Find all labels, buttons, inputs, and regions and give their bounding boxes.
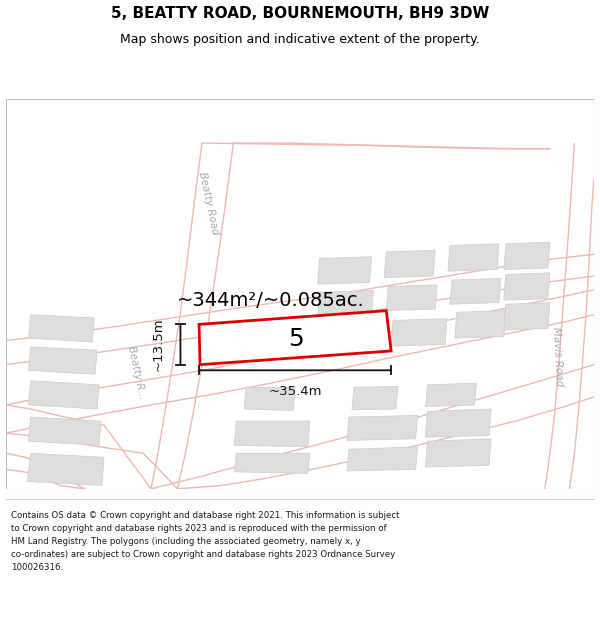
Polygon shape bbox=[28, 453, 104, 486]
Polygon shape bbox=[386, 285, 437, 311]
Polygon shape bbox=[455, 311, 506, 338]
Polygon shape bbox=[504, 272, 550, 300]
Text: ~13.5m: ~13.5m bbox=[152, 318, 165, 371]
Polygon shape bbox=[450, 279, 501, 304]
Polygon shape bbox=[384, 250, 435, 278]
Polygon shape bbox=[347, 447, 418, 471]
Polygon shape bbox=[317, 327, 379, 354]
Polygon shape bbox=[235, 453, 310, 474]
Polygon shape bbox=[425, 409, 491, 437]
Polygon shape bbox=[504, 242, 550, 269]
Text: ~35.4m: ~35.4m bbox=[268, 385, 322, 398]
Text: 5, BEATTY ROAD, BOURNEMOUTH, BH9 3DW: 5, BEATTY ROAD, BOURNEMOUTH, BH9 3DW bbox=[111, 6, 489, 21]
Text: Contains OS data © Crown copyright and database right 2021. This information is : Contains OS data © Crown copyright and d… bbox=[11, 511, 400, 572]
Polygon shape bbox=[244, 388, 295, 411]
Polygon shape bbox=[391, 319, 447, 346]
Polygon shape bbox=[425, 383, 476, 406]
Text: ~344m²/~0.085ac.: ~344m²/~0.085ac. bbox=[177, 291, 364, 310]
Text: Map shows position and indicative extent of the property.: Map shows position and indicative extent… bbox=[120, 32, 480, 46]
Polygon shape bbox=[235, 421, 310, 447]
Polygon shape bbox=[199, 311, 391, 364]
Polygon shape bbox=[29, 315, 94, 342]
Polygon shape bbox=[448, 244, 499, 271]
Polygon shape bbox=[504, 302, 550, 330]
Text: Beatty Road: Beatty Road bbox=[197, 171, 220, 236]
Text: 5: 5 bbox=[288, 327, 304, 351]
Polygon shape bbox=[29, 417, 101, 445]
Polygon shape bbox=[317, 257, 371, 284]
Polygon shape bbox=[29, 347, 97, 374]
Polygon shape bbox=[317, 291, 374, 316]
Text: Mavis Road: Mavis Road bbox=[551, 327, 564, 387]
Polygon shape bbox=[352, 386, 398, 410]
Polygon shape bbox=[347, 416, 418, 441]
Text: Beatty R...: Beatty R... bbox=[126, 345, 147, 401]
Polygon shape bbox=[425, 439, 491, 467]
Polygon shape bbox=[29, 381, 99, 409]
